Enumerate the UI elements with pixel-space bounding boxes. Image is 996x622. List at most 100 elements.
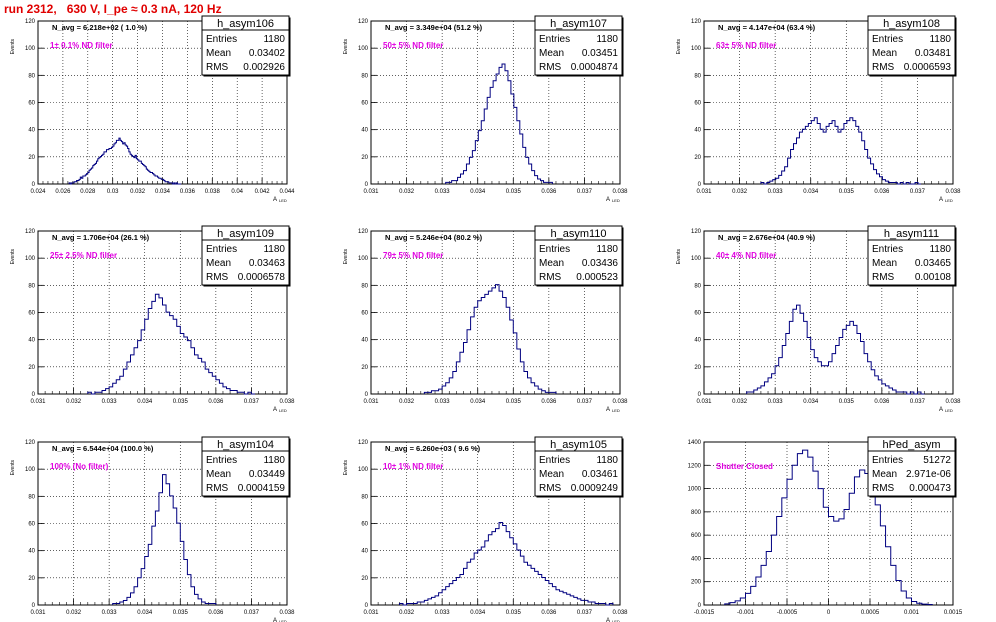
y-tick-label: 1400 xyxy=(688,440,702,446)
navg-label: N_avg = 4.147e+04 (63.4 %) xyxy=(718,23,816,32)
stats-box: h_asym108 Entries 1180 Mean 0.03481 RMS 0.0006… xyxy=(867,15,957,77)
histogram-name: h_asym104 xyxy=(217,439,274,451)
y-tick-label: 60 xyxy=(28,101,35,107)
stats-key: Mean xyxy=(872,469,897,480)
filter-label: 25± 2.5% ND filter xyxy=(50,251,117,260)
x-tick-label: 0.031 xyxy=(363,610,379,616)
histogram-name: h_asym106 xyxy=(217,18,274,30)
stats-key: RMS xyxy=(206,483,229,494)
y-tick-label: 100 xyxy=(358,46,369,52)
x-tick-label: 0.037 xyxy=(244,399,260,405)
y-tick-label: 1200 xyxy=(688,463,702,469)
x-tick-label: 0.035 xyxy=(506,399,522,405)
stats-key: Mean xyxy=(206,258,231,269)
x-tick-label: 0.038 xyxy=(279,610,295,616)
y-tick-label: 100 xyxy=(691,256,702,262)
y-tick-label: 0 xyxy=(365,603,369,609)
y-tick-label: 120 xyxy=(358,19,369,25)
stats-box-frame xyxy=(201,436,290,497)
stats-value: 1180 xyxy=(263,34,285,45)
y-tick-label: 60 xyxy=(361,522,368,528)
x-tick-label: 0.035 xyxy=(173,610,189,616)
x-tick-label: 0.034 xyxy=(803,399,819,405)
x-tick-label: 0.038 xyxy=(205,189,221,195)
stats-value: 1180 xyxy=(596,244,618,255)
histogram-name: h_asym111 xyxy=(884,228,939,240)
x-axis-title: A LED xyxy=(939,197,953,203)
x-tick-label: 0.044 xyxy=(279,189,295,195)
y-tick-label: 80 xyxy=(28,494,35,500)
histogram-series xyxy=(87,293,255,395)
stats-value: 0.000523 xyxy=(576,272,618,283)
stats-box-frame xyxy=(534,15,623,76)
stats-box-frame xyxy=(867,436,956,497)
y-tick-label: 100 xyxy=(691,46,702,52)
navg-label: N_avg = 3.349e+04 (51.2 %) xyxy=(385,23,483,32)
stats-key: RMS xyxy=(539,483,562,494)
stats-value: 1180 xyxy=(596,34,618,45)
y-tick-label: 120 xyxy=(25,19,36,25)
x-tick-label: 0.034 xyxy=(803,189,819,195)
stats-box-frame xyxy=(867,225,956,286)
y-axis-title: Events xyxy=(10,249,16,265)
y-tick-label: 120 xyxy=(25,229,36,235)
stats-key: RMS xyxy=(539,62,562,73)
x-tick-label: 0.036 xyxy=(874,189,890,195)
y-tick-label: 120 xyxy=(691,19,702,25)
stats-key: Entries xyxy=(872,455,903,466)
x-axis-title: A LED xyxy=(606,197,620,203)
x-tick-label: 0.037 xyxy=(577,610,593,616)
y-tick-label: 80 xyxy=(28,73,35,79)
x-tick-label: 0.037 xyxy=(577,399,593,405)
x-tick-label: 0.034 xyxy=(155,189,171,195)
stats-key: Mean xyxy=(872,258,897,269)
x-tick-label: 0.034 xyxy=(470,610,486,616)
x-tick-label: 0.035 xyxy=(506,610,522,616)
histogram-series xyxy=(445,63,553,184)
x-tick-label: 0.038 xyxy=(945,189,961,195)
histogram-panel-hPed_asym: -0.0015 -0.001 -0.0005 0 0.0005 0.001 0.0015 0 2… xyxy=(688,436,963,616)
x-tick-label: 0.038 xyxy=(612,189,628,195)
stats-value: 1180 xyxy=(929,244,951,255)
x-tick-label: 0.0005 xyxy=(861,610,880,616)
x-axis-title: A LED xyxy=(273,618,287,622)
stats-key: RMS xyxy=(206,62,229,73)
y-tick-label: 80 xyxy=(361,73,368,79)
stats-box: h_asym106 Entries 1180 Mean 0.03402 RMS 0.0029… xyxy=(201,15,291,77)
histogram-series xyxy=(746,304,925,395)
stats-box-frame xyxy=(201,15,290,76)
y-tick-label: 100 xyxy=(25,46,36,52)
x-tick-label: 0.04 xyxy=(231,189,243,195)
stats-value: 0.03481 xyxy=(915,48,952,59)
x-tick-label: 0.033 xyxy=(435,399,451,405)
x-tick-label: 0.033 xyxy=(435,189,451,195)
y-tick-label: 100 xyxy=(25,256,36,262)
stats-box: h_asym109 Entries 1180 Mean 0.03463 RMS 0.0006… xyxy=(201,225,291,287)
y-tick-label: 40 xyxy=(28,128,35,134)
x-tick-label: -0.0005 xyxy=(777,610,798,616)
y-tick-label: 0 xyxy=(365,182,369,188)
stats-key: Entries xyxy=(872,244,903,255)
stats-key: Entries xyxy=(872,34,903,45)
histogram-panel-h_asym106: 0.024 0.026 0.028 0.03 0.032 0.034 0.036 0.038 0… xyxy=(10,15,295,203)
x-tick-label: 0.032 xyxy=(732,189,748,195)
x-tick-label: 0.032 xyxy=(399,189,415,195)
x-tick-label: 0.001 xyxy=(904,610,920,616)
y-tick-label: 40 xyxy=(28,549,35,555)
y-tick-label: 20 xyxy=(28,365,35,371)
x-tick-label: 0.033 xyxy=(768,399,784,405)
x-tick-label: 0.026 xyxy=(55,189,71,195)
navg-label: N_avg = 6.260e+03 ( 9.6 %) xyxy=(385,444,481,453)
y-tick-label: 100 xyxy=(25,467,36,473)
y-tick-label: 40 xyxy=(361,128,368,134)
stats-key: RMS xyxy=(539,272,562,283)
x-tick-label: 0.037 xyxy=(244,610,260,616)
stats-key: Entries xyxy=(539,34,570,45)
stats-key: Entries xyxy=(539,455,570,466)
x-tick-label: 0.034 xyxy=(137,399,153,405)
y-tick-label: 20 xyxy=(361,576,368,582)
y-tick-label: 600 xyxy=(691,533,702,539)
x-tick-label: 0.032 xyxy=(66,399,82,405)
x-tick-label: 0.028 xyxy=(80,189,96,195)
